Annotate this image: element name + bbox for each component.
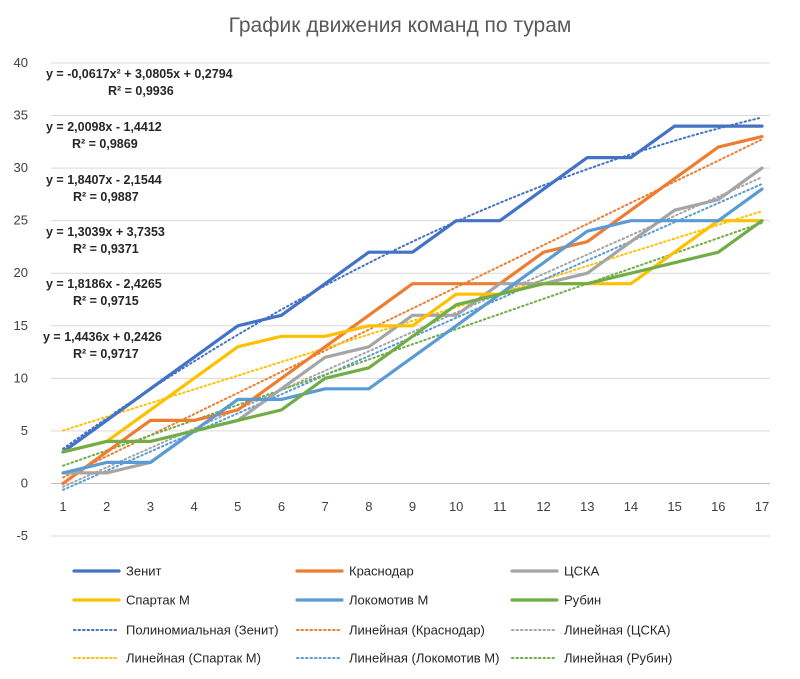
y-tick-label: -5 xyxy=(16,528,28,543)
x-tick-label: 4 xyxy=(190,499,197,514)
x-tick-label: 15 xyxy=(667,499,681,514)
legend-label: Линейная (Рубин) xyxy=(564,651,672,666)
x-tick-label: 6 xyxy=(278,499,285,514)
series-line xyxy=(61,219,764,454)
x-tick-label: 14 xyxy=(624,499,638,514)
x-tick-label: 5 xyxy=(234,499,241,514)
x-tick-label: 9 xyxy=(409,499,416,514)
x-tick-label: 7 xyxy=(322,499,329,514)
trendline-equation: y = 1,3039x + 3,7353 xyxy=(46,225,165,239)
y-tick-label: 40 xyxy=(14,55,28,70)
trendline-r2: R² = 0,9715 xyxy=(73,294,139,308)
x-tick-label: 1 xyxy=(59,499,66,514)
series-lines xyxy=(61,124,764,485)
series-line xyxy=(61,124,764,454)
series-line xyxy=(61,187,764,475)
series-line xyxy=(61,219,764,454)
x-tick-label: 16 xyxy=(711,499,725,514)
trendline-equation: y = 2,0098x - 1,4412 xyxy=(46,120,162,134)
trendline-r2: R² = 0,9371 xyxy=(73,242,139,256)
legend-label: Спартак М xyxy=(126,593,190,608)
x-tick-label: 13 xyxy=(580,499,594,514)
legend-label: Линейная (Спартак М) xyxy=(126,651,261,666)
y-tick-label: 0 xyxy=(21,475,28,490)
x-tick-label: 10 xyxy=(449,499,463,514)
legend: Зенит Краснодар ЦСКА Спартак М Локомотив М Ру… xyxy=(72,564,672,666)
trendline-r2: R² = 0,9869 xyxy=(72,137,138,151)
x-tick-label: 12 xyxy=(536,499,550,514)
trendline xyxy=(62,221,763,467)
x-tick-label: 3 xyxy=(147,499,154,514)
trendline xyxy=(62,210,763,432)
y-tick-label: 5 xyxy=(21,423,28,438)
y-tick-label: 15 xyxy=(14,318,28,333)
trendline xyxy=(62,183,763,491)
legend-label: Локомотив М xyxy=(349,593,428,608)
x-tick-label: 17 xyxy=(755,499,769,514)
legend-label: Краснодар xyxy=(349,564,414,579)
legend-label: ЦСКА xyxy=(564,564,600,579)
legend-label: Линейная (Краснодар) xyxy=(349,623,485,638)
x-tick-label: 8 xyxy=(365,499,372,514)
trendline-equations: y = -0,0617x² + 3,0805x + 0,2794 R² = 0,9… xyxy=(43,67,233,361)
x-tick-label: 11 xyxy=(493,499,507,514)
series-line xyxy=(61,135,764,485)
trendline-equation: y = -0,0617x² + 3,0805x + 0,2794 xyxy=(46,67,233,81)
trendline xyxy=(62,138,763,479)
trendline-r2: R² = 0,9887 xyxy=(73,190,139,204)
y-tick-label: 10 xyxy=(14,370,28,385)
trendline-r2: R² = 0,9936 xyxy=(108,84,174,98)
trendlines xyxy=(62,116,763,491)
trendline xyxy=(62,116,763,450)
legend-label: Линейная (ЦСКА) xyxy=(564,623,670,638)
trendline-equation: y = 1,8407x - 2,1544 xyxy=(46,173,162,187)
legend-label: Линейная (Локомотив М) xyxy=(349,651,499,666)
chart-title: График движения команд по турам xyxy=(228,14,572,37)
legend-label: Зенит xyxy=(126,564,162,579)
legend-label: Полиномиальная (Зенит) xyxy=(126,623,279,638)
y-tick-label: 20 xyxy=(14,265,28,280)
y-tick-label: 30 xyxy=(14,160,28,175)
trendline-equation: y = 1,8186x - 2,4265 xyxy=(46,277,162,291)
y-tick-label: 35 xyxy=(14,108,28,123)
legend-label: Рубин xyxy=(564,593,601,608)
trendline-equation: y = 1,4436x + 0,2426 xyxy=(43,330,162,344)
y-tick-label: 25 xyxy=(14,213,28,228)
x-tick-label: 2 xyxy=(103,499,110,514)
trendline-r2: R² = 0,9717 xyxy=(73,347,139,361)
